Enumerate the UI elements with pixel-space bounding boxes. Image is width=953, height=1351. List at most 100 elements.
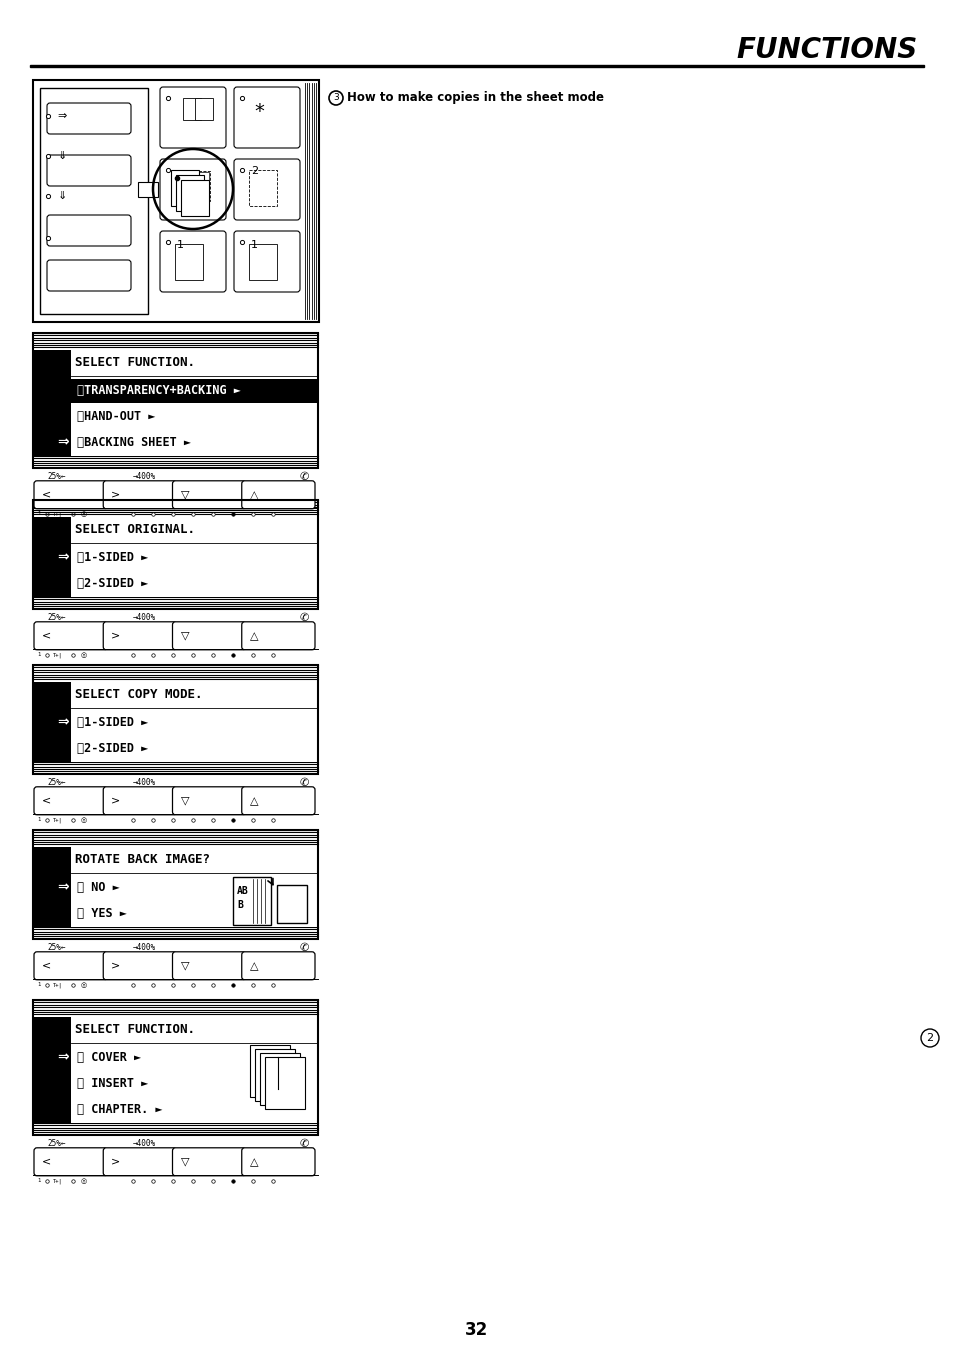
Text: SELECT FUNCTION.: SELECT FUNCTION. [75, 1023, 194, 1036]
FancyBboxPatch shape [172, 786, 246, 815]
Text: T+|: T+| [53, 982, 63, 988]
Text: 25%←: 25%← [47, 778, 66, 788]
Text: ① COVER ►: ① COVER ► [77, 1051, 141, 1065]
Text: FUNCTIONS: FUNCTIONS [736, 36, 917, 63]
Bar [172, 172, 191, 200]
Bar [249, 170, 276, 205]
FancyBboxPatch shape [47, 155, 131, 186]
Text: △: △ [250, 631, 258, 640]
Bar [194, 99, 213, 120]
Text: B: B [236, 900, 243, 909]
FancyBboxPatch shape [47, 259, 131, 290]
Bar [33, 517, 317, 597]
Text: <: < [42, 1156, 51, 1167]
FancyBboxPatch shape [47, 103, 131, 134]
Bar [40, 88, 148, 313]
Text: →400%: →400% [132, 613, 156, 623]
Text: SELECT COPY MODE.: SELECT COPY MODE. [75, 688, 202, 701]
Text: How to make copies in the sheet mode: How to make copies in the sheet mode [347, 92, 603, 104]
Text: ▽: ▽ [180, 631, 189, 640]
Text: ✆: ✆ [299, 778, 309, 788]
Text: ①1-SIDED ►: ①1-SIDED ► [77, 551, 148, 565]
Text: △: △ [250, 961, 258, 971]
FancyBboxPatch shape [172, 952, 246, 979]
Bar [33, 830, 317, 939]
FancyBboxPatch shape [172, 481, 246, 509]
Text: 1: 1 [37, 1178, 40, 1183]
Text: ▽: ▽ [180, 796, 189, 805]
Bar [33, 350, 317, 455]
Text: 1: 1 [37, 511, 40, 516]
FancyBboxPatch shape [34, 786, 107, 815]
FancyBboxPatch shape [233, 86, 299, 149]
Bar [33, 517, 71, 597]
FancyBboxPatch shape [160, 86, 226, 149]
Text: ✆: ✆ [299, 471, 309, 482]
Text: 1: 1 [37, 982, 40, 988]
Text: ◎: ◎ [81, 651, 87, 658]
Text: ◎: ◎ [81, 1178, 87, 1183]
Bar [183, 99, 201, 120]
FancyBboxPatch shape [103, 481, 176, 509]
Bar [33, 1017, 317, 1123]
Bar [260, 1052, 299, 1105]
Text: △: △ [250, 796, 258, 805]
Text: 25%←: 25%← [47, 1139, 66, 1148]
Text: >: > [112, 490, 120, 500]
Text: ✆: ✆ [299, 613, 309, 623]
Text: 1: 1 [37, 817, 40, 823]
Bar [33, 847, 71, 927]
Text: ② INSERT ►: ② INSERT ► [77, 1077, 148, 1090]
Text: ②HAND-OUT ►: ②HAND-OUT ► [77, 411, 155, 423]
Bar [191, 172, 209, 200]
FancyBboxPatch shape [103, 786, 176, 815]
Text: >: > [112, 796, 120, 805]
FancyBboxPatch shape [233, 159, 299, 220]
Text: ⇒: ⇒ [57, 111, 67, 122]
Text: >: > [112, 1156, 120, 1167]
Bar [181, 180, 209, 216]
Bar [71, 517, 317, 543]
Text: ②2-SIDED ►: ②2-SIDED ► [77, 577, 148, 590]
Text: ①1-SIDED ►: ①1-SIDED ► [77, 716, 148, 730]
FancyBboxPatch shape [160, 159, 226, 220]
Text: 25%←: 25%← [47, 473, 66, 481]
Text: >: > [112, 631, 120, 640]
Text: ◎: ◎ [81, 511, 87, 517]
Bar [33, 332, 317, 467]
Text: 2: 2 [251, 166, 258, 176]
Text: ③BACKING SHEET ►: ③BACKING SHEET ► [77, 436, 191, 450]
Bar [71, 682, 317, 708]
Bar [276, 885, 307, 923]
Text: ⇒: ⇒ [57, 1051, 69, 1065]
Text: ⇒: ⇒ [57, 716, 69, 730]
Text: ▽: ▽ [180, 1156, 189, 1167]
Text: →400%: →400% [132, 778, 156, 788]
Text: 25%←: 25%← [47, 613, 66, 623]
Bar [30, 65, 923, 66]
Text: ⇓: ⇓ [57, 190, 67, 201]
FancyBboxPatch shape [172, 1148, 246, 1175]
Bar [33, 847, 317, 927]
Text: ✆: ✆ [299, 1139, 309, 1148]
Bar [233, 877, 271, 925]
Text: >: > [112, 961, 120, 971]
Text: T+|: T+| [53, 511, 63, 516]
Bar [265, 1056, 305, 1109]
Text: ◎: ◎ [81, 982, 87, 988]
Text: 1: 1 [177, 240, 184, 250]
Text: 25%←: 25%← [47, 943, 66, 952]
Bar [171, 170, 199, 205]
Text: ROTATE BACK IMAGE?: ROTATE BACK IMAGE? [75, 854, 210, 866]
FancyBboxPatch shape [241, 621, 314, 650]
FancyBboxPatch shape [241, 481, 314, 509]
Text: ③ CHAPTER. ►: ③ CHAPTER. ► [77, 1104, 162, 1116]
Text: ◎: ◎ [81, 817, 87, 823]
Text: T+|: T+| [53, 653, 63, 658]
FancyBboxPatch shape [34, 481, 107, 509]
Text: <: < [42, 490, 51, 500]
Text: 2: 2 [925, 1034, 933, 1043]
Text: →400%: →400% [132, 473, 156, 481]
Bar [33, 1017, 71, 1123]
Text: ▽: ▽ [180, 490, 189, 500]
